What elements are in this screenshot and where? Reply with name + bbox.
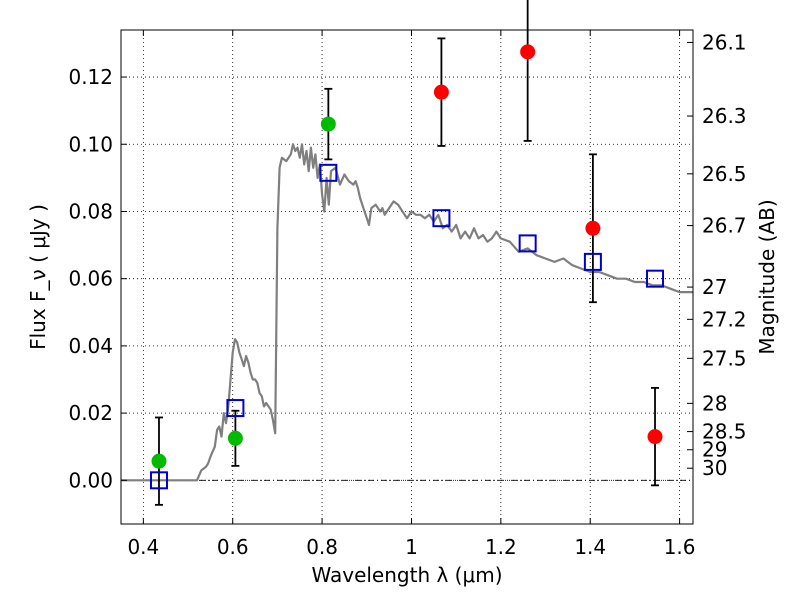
model-photometry-square: [646, 269, 665, 288]
right-tick-label: 26.3: [702, 104, 747, 128]
model-photometry-square: [432, 209, 451, 228]
y-axis-right-title: Magnitude (AB): [755, 199, 779, 354]
model-photometry-square: [319, 163, 338, 182]
plot-frame: [120, 29, 694, 525]
right-tick-label: 27: [702, 275, 727, 299]
right-tick-label: 26.5: [702, 162, 747, 186]
y-tick-label: 0.00: [68, 468, 113, 492]
x-axis-title: Wavelength λ (μm): [311, 563, 502, 587]
green-data-point: [320, 116, 336, 132]
y-tick-label: 0.10: [68, 132, 113, 156]
model-photometry-square: [226, 399, 245, 418]
x-tick-label: 0.8: [306, 535, 338, 559]
right-tick-label: 30: [702, 456, 727, 480]
x-tick-label: 0.6: [217, 535, 249, 559]
x-tick-label: 1.4: [574, 535, 606, 559]
right-tick-label: 28: [702, 391, 727, 415]
right-tick-label: 26.7: [702, 214, 747, 238]
right-tick-label: 28.5: [702, 420, 747, 444]
model-photometry-square: [583, 252, 602, 271]
spectrum-line: [121, 143, 693, 482]
y-tick-label: 0.08: [68, 199, 113, 223]
tick-labels: 0.4 0.6 0.8 1 1.2 1.4 1.6 0.00 0.02 0.04 0.06 0.08 0…: [68, 30, 746, 559]
x-tick-label: 1.6: [664, 535, 696, 559]
model-photometry-square: [149, 471, 168, 490]
right-tick-label: 27.2: [702, 307, 747, 331]
red-data-point: [647, 429, 663, 445]
y-tick-label: 0.02: [68, 401, 113, 425]
x-tick-label: 1.2: [485, 535, 517, 559]
red-data-point: [433, 84, 449, 100]
red-data-point: [585, 220, 601, 236]
right-tick-label: 26.1: [702, 30, 747, 54]
green-data-point: [227, 430, 243, 446]
error-bars: [154, 0, 660, 506]
grid: [121, 30, 693, 524]
data-markers: [149, 44, 665, 490]
x-tick-label: 0.4: [127, 535, 159, 559]
model-spectrum: [121, 143, 693, 482]
x-tick-label: 1: [405, 535, 418, 559]
y-tick-label: 0.12: [68, 65, 113, 89]
y-axis-title: Flux F_ν ( μJy ): [26, 204, 50, 350]
model-photometry-square: [518, 234, 537, 253]
green-data-point: [151, 453, 167, 469]
axis-ticks: [121, 30, 693, 524]
red-data-point: [520, 44, 536, 60]
right-tick-label: 27.5: [702, 346, 747, 370]
y-tick-label: 0.06: [68, 267, 113, 291]
y-tick-label: 0.04: [68, 334, 113, 358]
right-tick-label: 29: [702, 438, 727, 462]
